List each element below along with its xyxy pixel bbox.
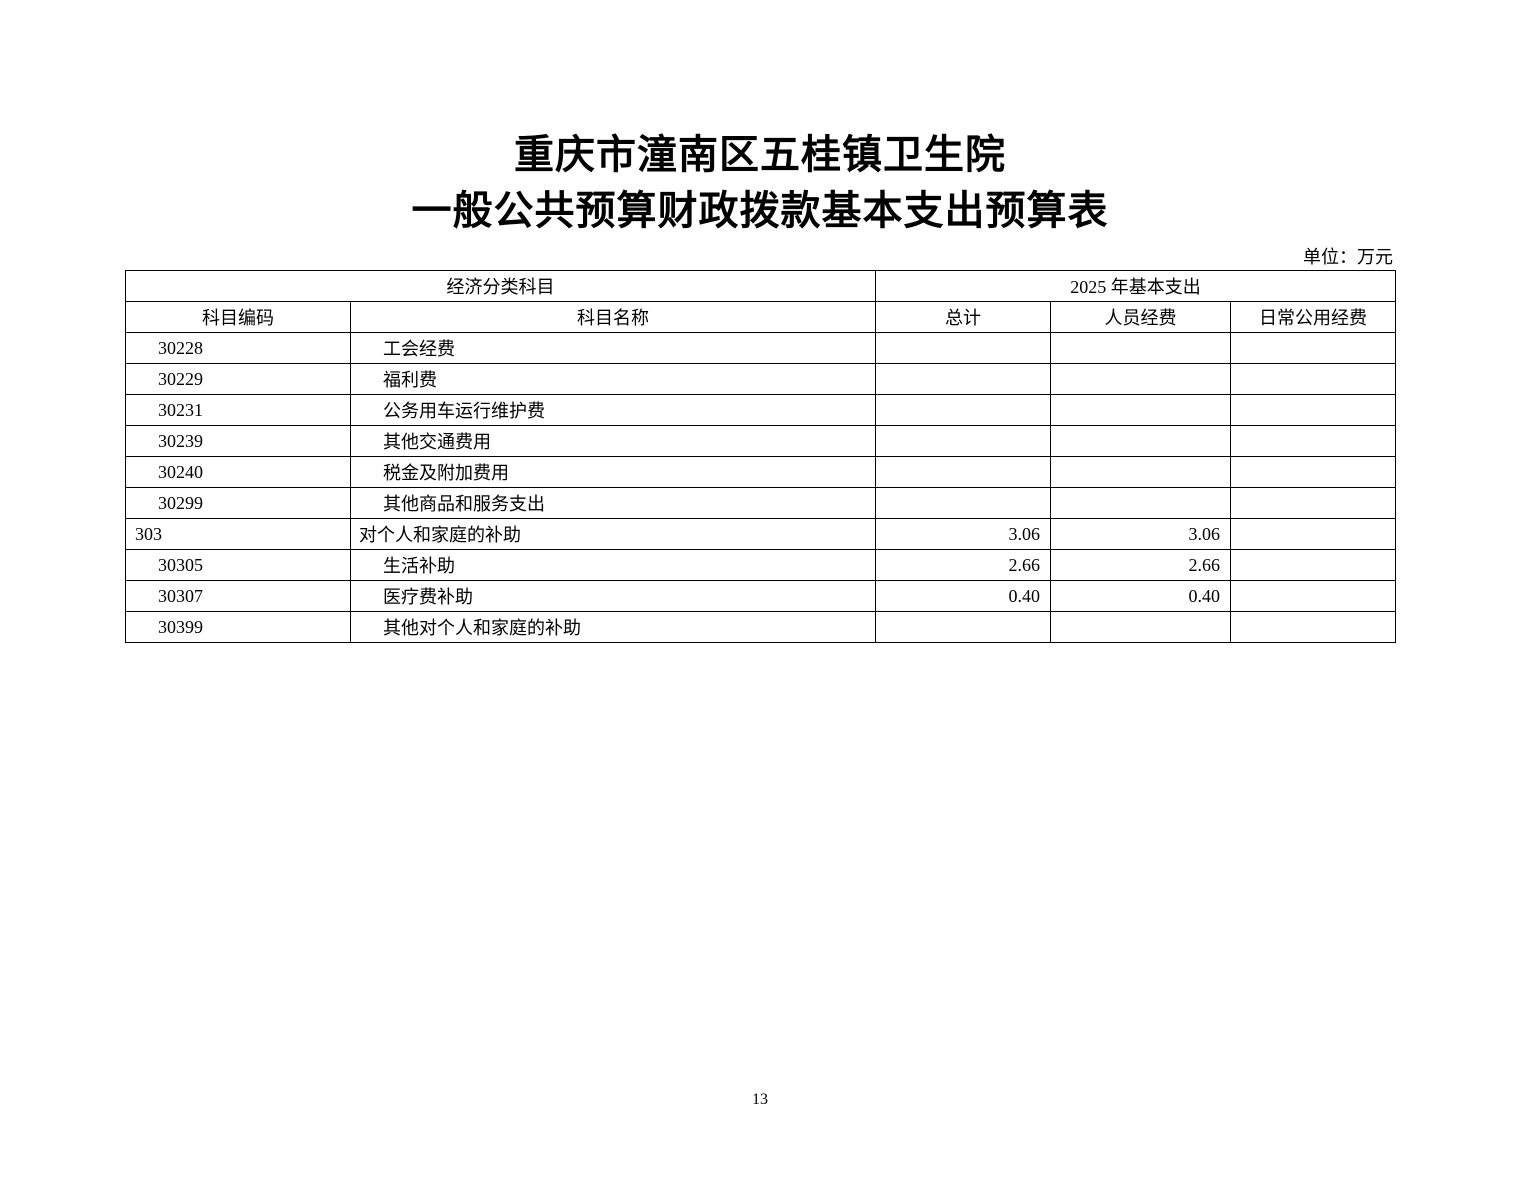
table-row: 303 对个人和家庭的补助 3.06 3.06 (125, 518, 1397, 550)
total-cell (875, 611, 1051, 643)
table-row: 30299 其他商品和服务支出 (125, 487, 1397, 519)
table-row: 30239 其他交通费用 (125, 425, 1397, 457)
subject-name-cell: 其他对个人和家庭的补助 (350, 611, 876, 643)
subject-code-cell: 30228 (125, 332, 351, 364)
subject-code-cell: 30240 (125, 456, 351, 488)
subject-name-cell: 其他商品和服务支出 (350, 487, 876, 519)
total-cell (875, 332, 1051, 364)
group-header-classification: 经济分类科目 (125, 270, 876, 302)
document-content: 单位：万元 经济分类科目 2025 年基本支出 科目编码 科目名称 总计 人员经… (125, 245, 1397, 643)
total-cell: 0.40 (875, 580, 1051, 612)
table-body: 30228 工会经费 30229 福利费 30231 公务用车运行维护费 302… (125, 332, 1397, 643)
table-header: 经济分类科目 2025 年基本支出 科目编码 科目名称 总计 人员经费 日常公用… (125, 270, 1397, 333)
daily-public-expense-cell (1229, 425, 1397, 457)
table-row: 30231 公务用车运行维护费 (125, 394, 1397, 426)
personnel-expense-cell (1050, 332, 1231, 364)
column-header-daily-public: 日常公用经费 (1229, 301, 1397, 333)
daily-public-expense-cell (1229, 518, 1397, 550)
personnel-expense-cell (1050, 363, 1231, 395)
subject-name-cell: 对个人和家庭的补助 (350, 518, 876, 550)
unit-note: 单位：万元 (1303, 247, 1393, 267)
total-cell (875, 394, 1051, 426)
subject-code-cell: 30231 (125, 394, 351, 426)
personnel-expense-cell (1050, 394, 1231, 426)
page-number: 13 (752, 1091, 768, 1108)
personnel-expense-cell (1050, 456, 1231, 488)
table-row: 30305 生活补助 2.66 2.66 (125, 549, 1397, 581)
subject-code-cell: 30299 (125, 487, 351, 519)
total-cell (875, 425, 1051, 457)
personnel-expense-cell (1050, 611, 1231, 643)
table-row: 30399 其他对个人和家庭的补助 (125, 611, 1397, 643)
budget-table: 经济分类科目 2025 年基本支出 科目编码 科目名称 总计 人员经费 日常公用… (125, 270, 1397, 643)
subject-name-cell: 税金及附加费用 (350, 456, 876, 488)
daily-public-expense-cell (1229, 332, 1397, 364)
personnel-expense-cell (1050, 487, 1231, 519)
subject-name-cell: 福利费 (350, 363, 876, 395)
subject-code-cell: 30305 (125, 549, 351, 581)
daily-public-expense-cell (1229, 456, 1397, 488)
group-header-year-expenditure: 2025 年基本支出 (874, 270, 1397, 302)
document-title-line1: 重庆市潼南区五桂镇卫生院 (514, 132, 1006, 177)
daily-public-expense-cell (1229, 394, 1397, 426)
subject-code-cell: 30307 (125, 580, 351, 612)
table-row: 30240 税金及附加费用 (125, 456, 1397, 488)
daily-public-expense-cell (1229, 487, 1397, 519)
table-row: 30307 医疗费补助 0.40 0.40 (125, 580, 1397, 612)
subject-name-cell: 生活补助 (350, 549, 876, 581)
column-header-personnel: 人员经费 (1050, 301, 1231, 333)
daily-public-expense-cell (1229, 549, 1397, 581)
document-title-line2: 一般公共预算财政拨款基本支出预算表 (411, 188, 1109, 233)
total-cell: 2.66 (875, 549, 1051, 581)
total-cell (875, 456, 1051, 488)
table-row: 30229 福利费 (125, 363, 1397, 395)
subject-name-cell: 工会经费 (350, 332, 876, 364)
subject-name-cell: 医疗费补助 (350, 580, 876, 612)
subject-code-cell: 30239 (125, 425, 351, 457)
column-header-name: 科目名称 (350, 301, 876, 333)
personnel-expense-cell: 2.66 (1050, 549, 1231, 581)
table-row: 30228 工会经费 (125, 332, 1397, 364)
column-header-total: 总计 (875, 301, 1051, 333)
personnel-expense-cell: 0.40 (1050, 580, 1231, 612)
subject-code-cell: 30399 (125, 611, 351, 643)
total-cell (875, 487, 1051, 519)
personnel-expense-cell: 3.06 (1050, 518, 1231, 550)
subject-code-cell: 303 (125, 518, 351, 550)
subject-name-cell: 其他交通费用 (350, 425, 876, 457)
column-header-code: 科目编码 (125, 301, 351, 333)
table-column-header-row: 科目编码 科目名称 总计 人员经费 日常公用经费 (125, 301, 1397, 333)
daily-public-expense-cell (1229, 363, 1397, 395)
document-page: { "document": { "title_line1": "重庆市潼南区五桂… (0, 127, 1520, 1201)
daily-public-expense-cell (1229, 580, 1397, 612)
subject-code-cell: 30229 (125, 363, 351, 395)
document-title: 重庆市潼南区五桂镇卫生院 一般公共预算财政拨款基本支出预算表 (0, 127, 1520, 239)
daily-public-expense-cell (1229, 611, 1397, 643)
total-cell (875, 363, 1051, 395)
subject-name-cell: 公务用车运行维护费 (350, 394, 876, 426)
table-group-header-row: 经济分类科目 2025 年基本支出 (125, 270, 1397, 302)
total-cell: 3.06 (875, 518, 1051, 550)
personnel-expense-cell (1050, 425, 1231, 457)
